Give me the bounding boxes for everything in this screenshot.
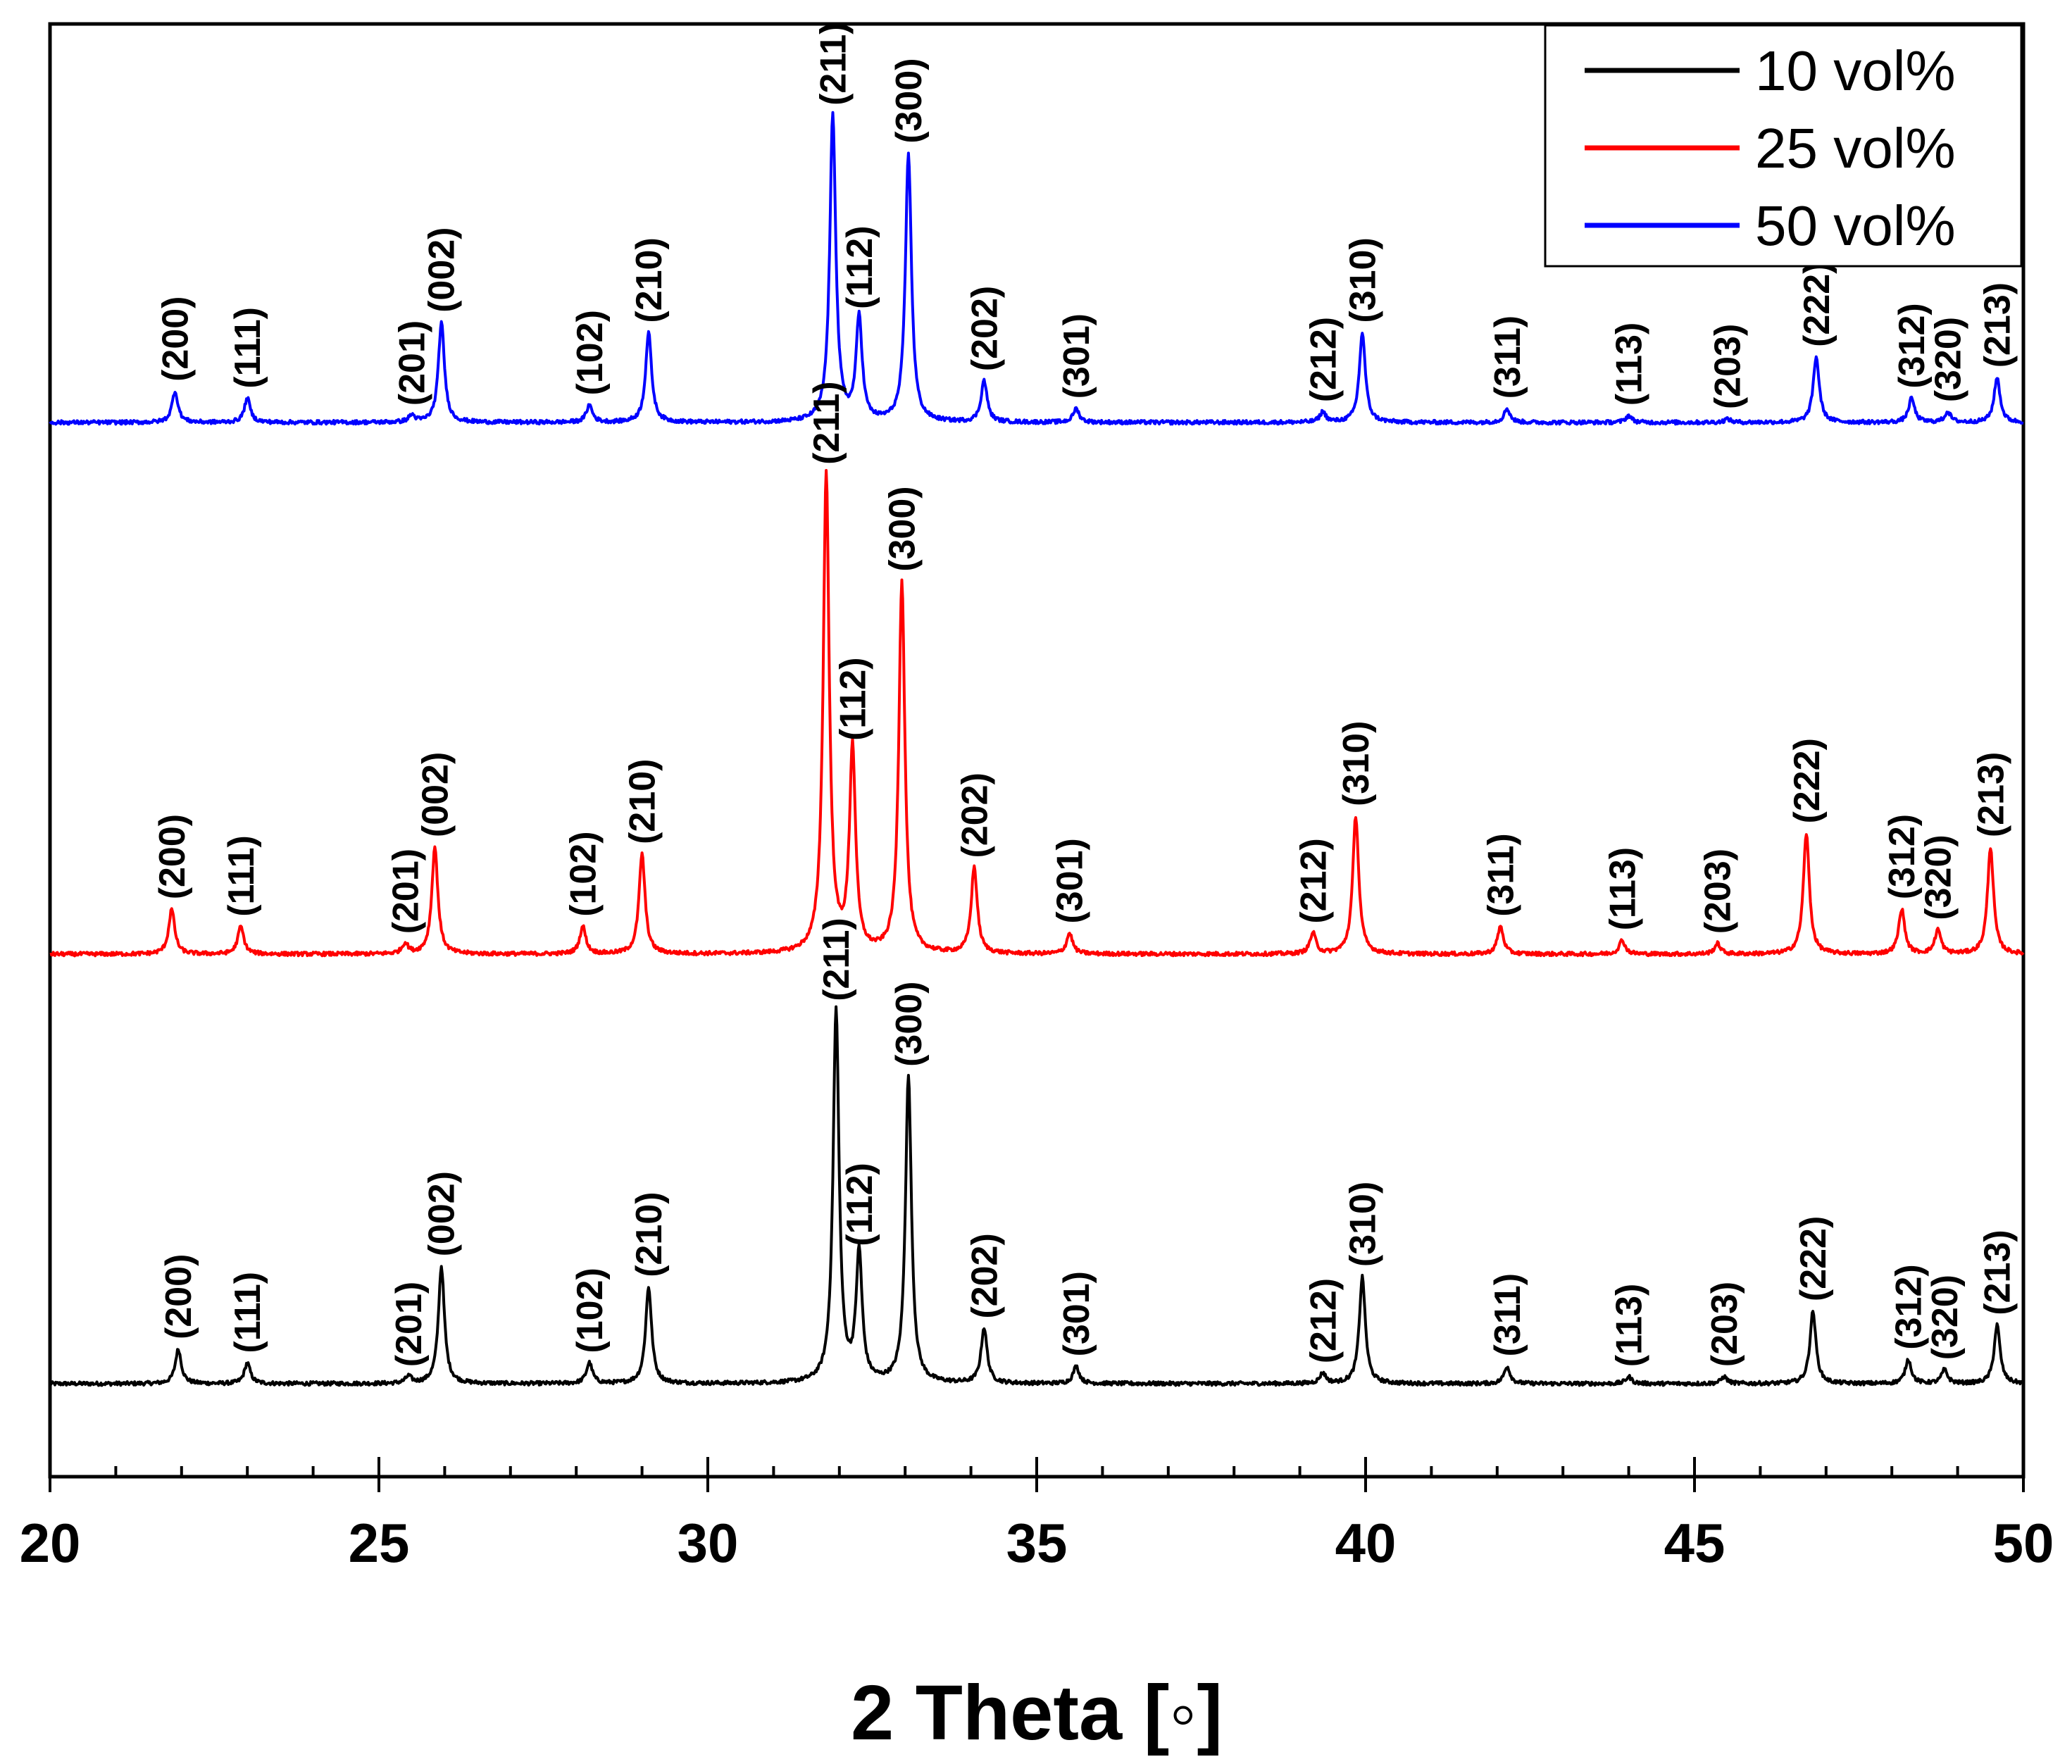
peak-label-25-vol: (111) [221,835,262,917]
peak-label-50-vol: (200) [156,296,196,381]
peak-label-25-vol: (310) [1336,721,1377,806]
x-tick-label: 40 [1335,1512,1397,1574]
peak-label-50-vol: (311) [1487,315,1528,399]
peak-label-10-vol: (112) [840,1163,880,1246]
series-25-vol [49,469,2025,958]
peak-label-25-vol: (113) [1602,847,1643,931]
peak-label-50-vol: (310) [1342,237,1383,323]
series-line-50-vol [49,111,2024,426]
peak-label-10-vol: (312) [1889,1264,1930,1349]
series-line-10-vol [49,1005,2024,1387]
x-tick-label: 30 [678,1512,739,1574]
peak-label-50-vol: (320) [1928,317,1969,402]
x-axis-title: 2 Theta [◦] [851,1670,1223,1756]
peak-label-25-vol: (312) [1882,814,1923,899]
peak-label-10-vol: (311) [1487,1273,1528,1357]
peak-label-25-vol: (222) [1787,738,1828,823]
peak-label-10-vol: (212) [1303,1278,1344,1363]
peak-label-25-vol: (311) [1481,833,1522,917]
peak-label-25-vol: (203) [1698,849,1739,934]
peak-label-50-vol: (210) [629,237,670,323]
series-50-vol [49,111,2024,426]
peak-label-25-vol: (212) [1293,838,1334,923]
peak-label-50-vol: (202) [964,286,1005,371]
peak-label-50-vol: (222) [1797,261,1837,346]
peak-label-10-vol: (320) [1925,1275,1966,1360]
x-tick-label: 45 [1664,1512,1725,1574]
peak-label-10-vol: (213) [1978,1230,2018,1315]
peak-label-50-vol: (112) [840,225,880,309]
peak-label-25-vol: (002) [415,752,456,837]
peak-label-25-vol: (320) [1918,834,1959,920]
peak-label-50-vol: (301) [1056,313,1097,399]
peak-label-10-vol: (002) [422,1171,463,1256]
peak-label-50-vol: (212) [1303,317,1344,402]
peak-label-10-vol: (211) [816,918,857,1001]
peak-label-10-vol: (113) [1609,1284,1650,1368]
peak-label-25-vol: (301) [1050,838,1091,923]
peak-label-layer: (200) (111) (201) (002) (102) (210) (211) (112)… [152,22,2018,1367]
legend: 10 vol% 25 vol% 50 vol% [1544,24,2023,268]
legend-label-25-vol: 25 vol% [1755,117,1956,180]
legend-label-50-vol: 50 vol% [1755,194,1956,257]
series-line-25-vol [49,469,2025,958]
peak-label-50-vol: (312) [1892,303,1933,388]
peak-label-10-vol: (203) [1704,1282,1745,1367]
peak-label-50-vol: (102) [570,310,611,395]
series-10-vol [49,1005,2024,1387]
x-tick-label: 25 [349,1512,410,1574]
peak-label-25-vol: (210) [623,758,663,844]
peak-label-10-vol: (200) [158,1254,199,1339]
peak-label-25-vol: (102) [563,831,604,916]
peak-label-25-vol: (202) [954,772,995,858]
series-layer [49,111,2025,1387]
peak-label-25-vol: (200) [152,814,193,899]
x-axis: 20 25 30 35 40 45 50 [20,1457,2054,1574]
peak-label-10-vol: (111) [227,1272,268,1353]
peak-label-50-vol: (111) [227,307,268,389]
peak-label-25-vol: (201) [385,849,426,934]
peak-label-50-vol: (203) [1708,324,1749,409]
x-tick-label: 50 [1993,1512,2054,1574]
peak-label-50-vol: (113) [1609,323,1650,406]
peak-label-10-vol: (202) [964,1233,1005,1318]
peak-label-10-vol: (201) [389,1282,430,1367]
peak-label-25-vol: (300) [882,486,923,571]
peak-label-25-vol: (211) [806,381,847,465]
peak-label-10-vol: (222) [1793,1216,1834,1301]
peak-label-10-vol: (102) [570,1268,611,1353]
peak-label-10-vol: (210) [629,1191,670,1277]
x-tick-label: 35 [1006,1512,1068,1574]
peak-label-50-vol: (213) [1978,282,2018,368]
peak-label-25-vol: (112) [833,657,874,741]
peak-label-50-vol: (300) [889,58,930,143]
peak-label-10-vol: (300) [889,981,930,1066]
peak-label-25-vol: (213) [1971,752,2011,837]
peak-label-10-vol: (301) [1056,1271,1097,1356]
x-tick-label: 20 [20,1512,81,1574]
peak-label-10-vol: (310) [1342,1182,1383,1267]
peak-label-50-vol: (201) [392,320,433,406]
peak-label-50-vol: (002) [422,227,463,312]
legend-label-10-vol: 10 vol% [1755,39,1956,102]
peak-label-50-vol: (211) [813,22,854,106]
